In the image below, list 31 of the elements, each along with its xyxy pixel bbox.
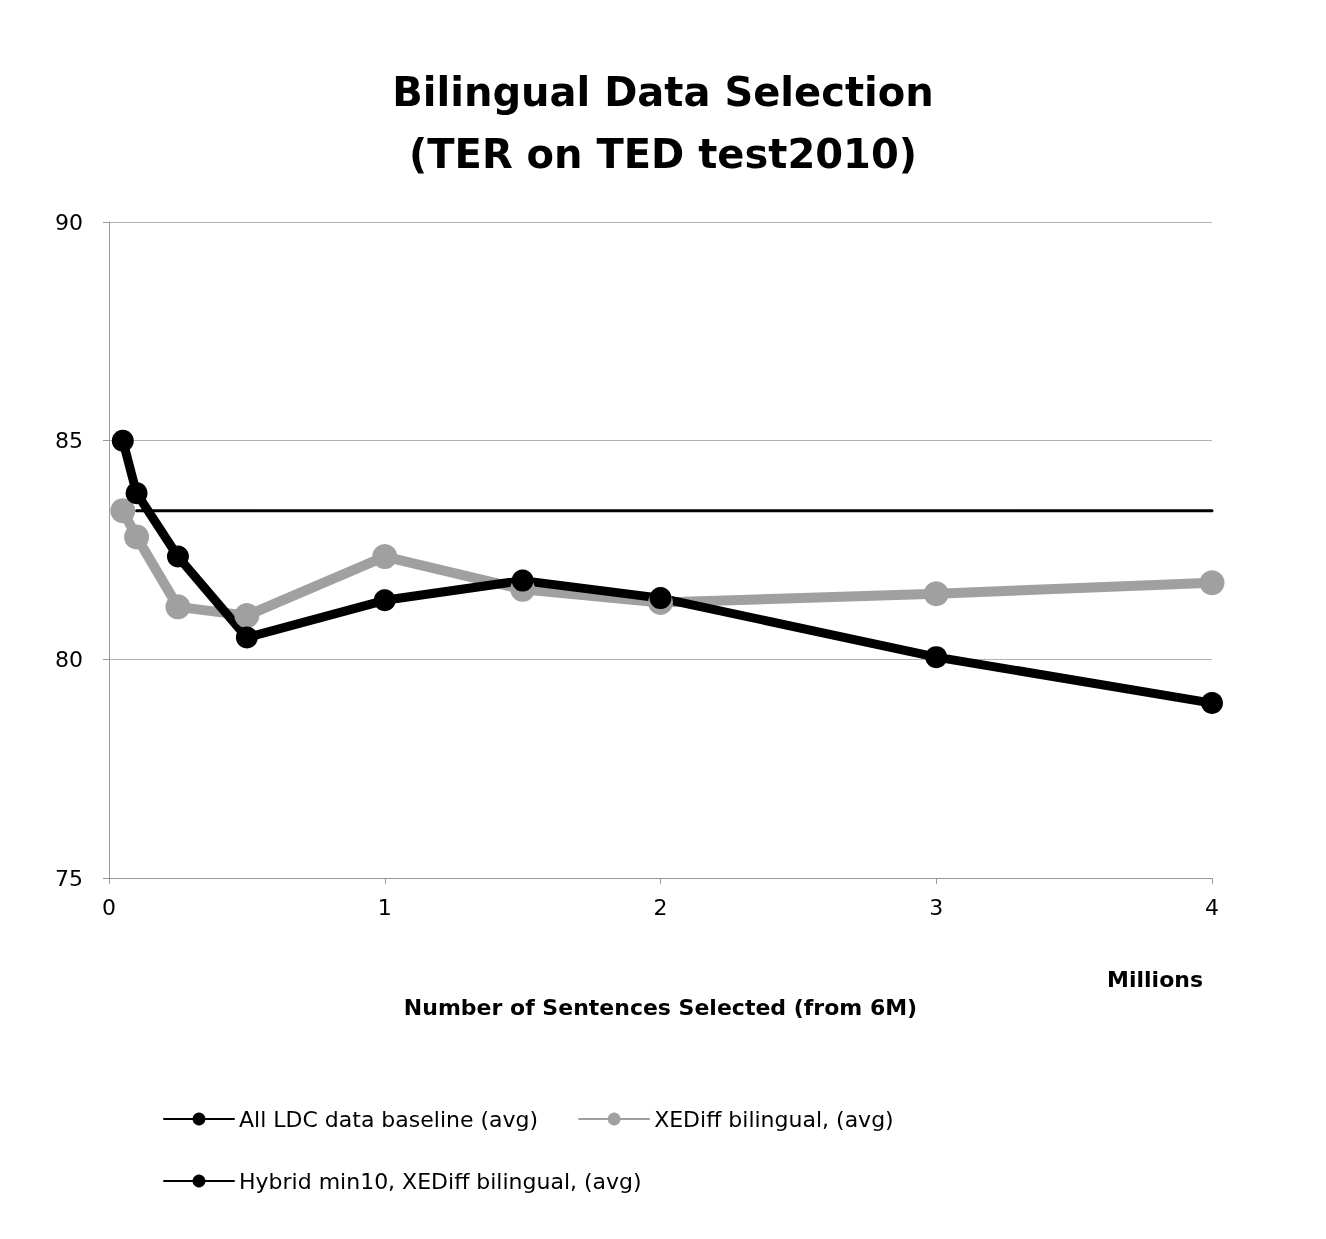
point — [925, 646, 948, 669]
x-tick-label: 0 — [102, 894, 116, 920]
point — [110, 498, 136, 524]
point — [165, 594, 191, 620]
x-tick-label: 4 — [1205, 894, 1219, 920]
chart-title: Bilingual Data Selection (TER on TED test2010) — [392, 69, 934, 177]
legend-label: Hybrid min10, XEDiff bilingual, (avg) — [239, 1168, 642, 1194]
text: Millions — [1107, 966, 1204, 992]
x-axis-title: Number of Sentences Selected (from 6M) — [403, 994, 918, 1020]
point — [1199, 570, 1225, 596]
point — [923, 581, 949, 607]
point — [372, 544, 398, 570]
point — [166, 545, 189, 568]
y-tick-label: 80 — [55, 646, 83, 672]
x-tick-label: 1 — [377, 894, 392, 920]
legend-label: All LDC data baseline (avg) — [239, 1106, 539, 1132]
point — [124, 524, 150, 550]
point — [649, 587, 672, 610]
y-tick-label: 75 — [55, 865, 83, 891]
point — [111, 429, 134, 452]
point — [234, 603, 260, 629]
y-tick-label: 90 — [55, 209, 83, 235]
point — [125, 482, 148, 505]
point — [511, 569, 534, 592]
y-tick-label: 85 — [55, 428, 83, 454]
point — [1201, 692, 1223, 715]
x-tick-label: 2 — [653, 894, 668, 920]
point — [373, 589, 396, 612]
x-tick-label: 3 — [929, 894, 944, 920]
legend-label: XEDiff bilingual, (avg) — [654, 1106, 894, 1132]
point — [235, 626, 258, 649]
